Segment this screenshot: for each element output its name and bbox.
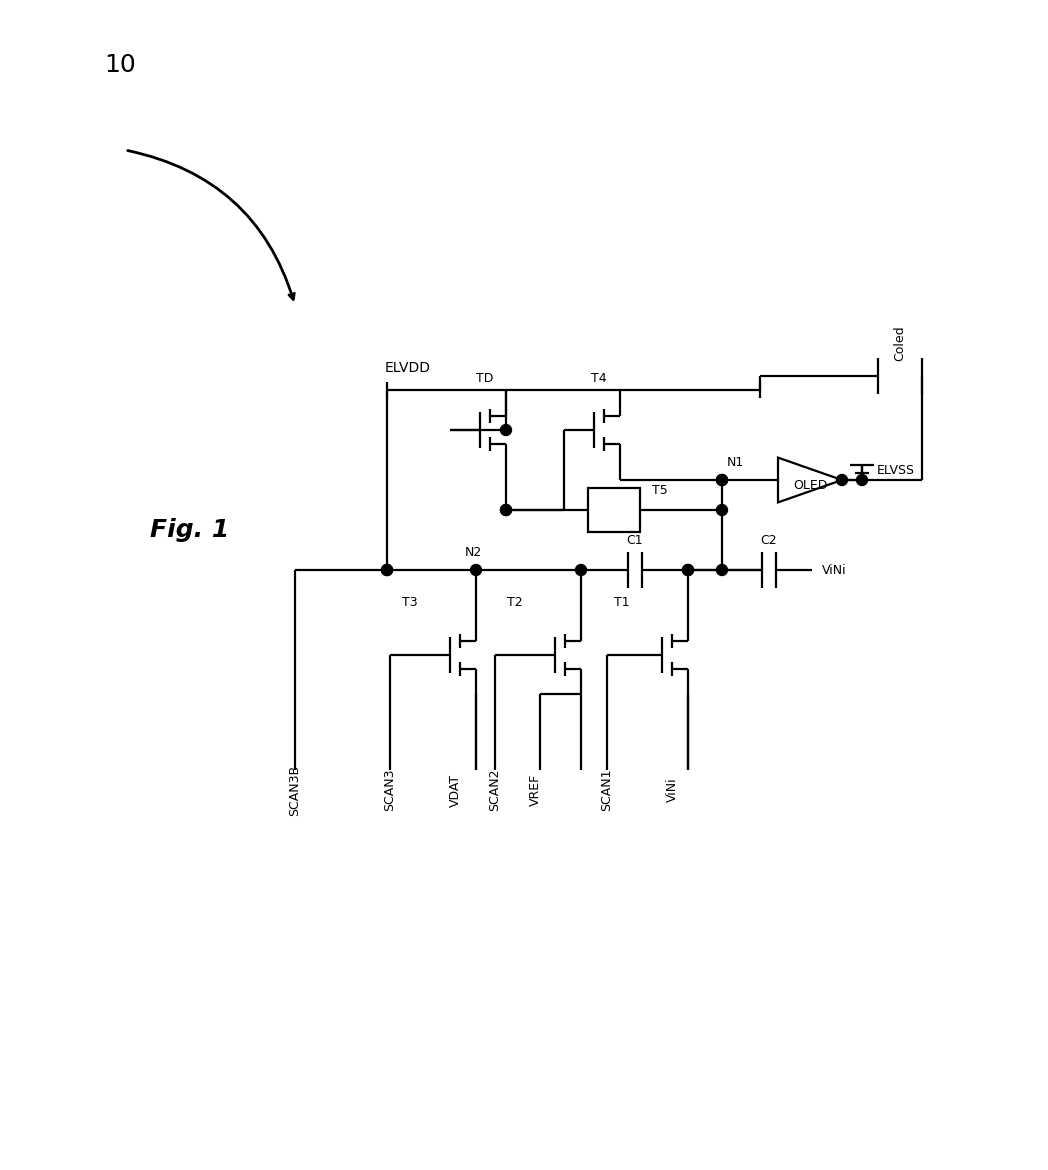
Circle shape — [717, 564, 727, 576]
Text: ViNi: ViNi — [822, 564, 847, 577]
Circle shape — [717, 475, 727, 486]
Text: SCAN3B: SCAN3B — [288, 764, 302, 815]
Text: ELVSS: ELVSS — [877, 463, 915, 476]
Text: VDAT: VDAT — [449, 773, 461, 806]
Text: N1: N1 — [727, 455, 744, 468]
Text: C1: C1 — [627, 534, 643, 546]
Text: ViNi: ViNi — [665, 778, 678, 803]
Text: N2: N2 — [465, 545, 482, 558]
Text: T3: T3 — [402, 597, 418, 610]
Text: T4: T4 — [591, 372, 607, 385]
Circle shape — [501, 425, 511, 435]
Circle shape — [575, 564, 587, 576]
Bar — [588, 488, 640, 532]
Circle shape — [471, 564, 481, 576]
Text: VREF: VREF — [528, 773, 542, 806]
Text: T5: T5 — [652, 483, 668, 496]
Circle shape — [682, 564, 694, 576]
Text: C2: C2 — [761, 534, 778, 546]
Text: TD: TD — [476, 372, 494, 385]
Text: ELVDD: ELVDD — [385, 362, 431, 376]
Circle shape — [501, 504, 511, 516]
Circle shape — [856, 475, 868, 486]
Circle shape — [717, 475, 727, 486]
Text: T1: T1 — [614, 597, 630, 610]
Circle shape — [682, 564, 694, 576]
Circle shape — [717, 504, 727, 516]
Text: 10: 10 — [104, 53, 136, 77]
Text: Coled: Coled — [894, 325, 907, 360]
Text: T2: T2 — [507, 597, 523, 610]
Circle shape — [836, 475, 848, 486]
Circle shape — [501, 504, 511, 516]
Polygon shape — [778, 457, 842, 502]
Text: SCAN3: SCAN3 — [384, 769, 396, 811]
Circle shape — [381, 564, 393, 576]
Text: Fig. 1: Fig. 1 — [150, 518, 230, 542]
Circle shape — [381, 564, 393, 576]
Text: SCAN1: SCAN1 — [601, 769, 613, 811]
Text: SCAN2: SCAN2 — [488, 769, 502, 811]
Text: OLED: OLED — [793, 479, 827, 493]
